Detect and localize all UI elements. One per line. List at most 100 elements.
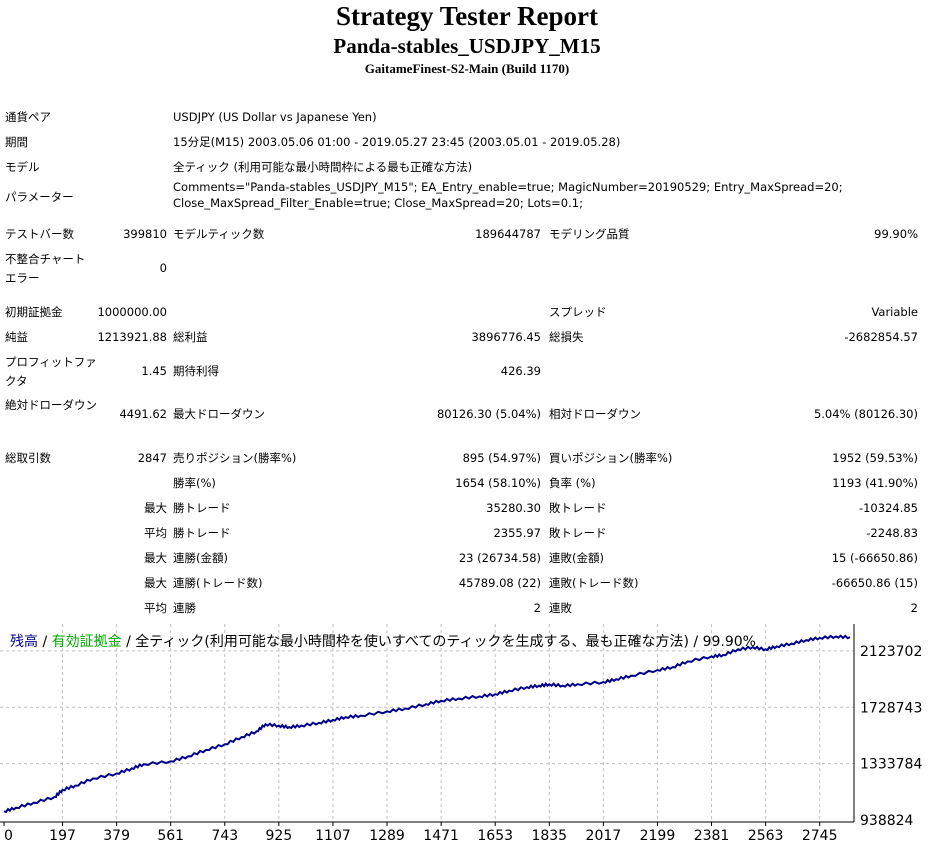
quality-value: 99.90% — [874, 227, 918, 241]
consec-win-money-label: 連勝(金額) — [173, 551, 228, 565]
x-tick-label: 925 — [266, 828, 293, 844]
consec-loss-count-label: 連敗(トレード数) — [549, 576, 639, 590]
legend-separator-1: / — [38, 634, 52, 650]
x-tick-label: 2381 — [694, 828, 730, 844]
short-positions-label: 売りポジション(勝率%) — [173, 451, 297, 465]
avg-consec-loss-value: 2 — [910, 601, 918, 615]
chart-background — [0, 624, 934, 845]
deposit-label: 初期証拠金 — [5, 305, 63, 319]
rel-drawdown-label: 相対ドローダウン — [549, 407, 641, 421]
net-value: 1213921.88 — [97, 330, 167, 344]
largest-win-value: 35280.30 — [486, 501, 541, 515]
y-tick-label: 1728743 — [860, 700, 922, 716]
x-tick-label: 1471 — [423, 828, 459, 844]
avg-loss-value: -2248.83 — [866, 526, 918, 540]
avg-loss-label: 敗トレード — [549, 526, 607, 540]
balance-chart: 0 197 379 561 743 925 1107 1289 1471 1653 1835 2017… — [0, 624, 934, 845]
bars-value: 399810 — [123, 227, 167, 241]
x-tick-label: 1653 — [477, 828, 513, 844]
x-tick-label: 2199 — [640, 828, 676, 844]
model-label: モデル — [5, 160, 40, 174]
rel-drawdown-value: 5.04% (80126.30) — [813, 407, 918, 421]
consec-loss-money-value: 15 (-66650.86) — [831, 551, 918, 565]
max-consec-money-row-label: 最大 — [144, 551, 167, 565]
y-tick-label: 938824 — [860, 813, 914, 829]
deposit-value: 1000000.00 — [97, 305, 167, 319]
gross-profit-label: 総利益 — [173, 330, 208, 344]
avg-consec-win-label: 連勝 — [173, 601, 196, 615]
balance-series-line — [3, 634, 851, 814]
avg-consec-row-label: 平均 — [144, 601, 167, 615]
ticks-label: モデルティック数 — [173, 227, 265, 241]
bars-label: テストバー数 — [5, 227, 74, 241]
abs-drawdown-label: 絶対ドローダウン — [5, 398, 97, 412]
spread-value: Variable — [871, 305, 918, 319]
report-title: Strategy Tester Report — [336, 1, 598, 31]
pair-label: 通貨ペア — [5, 110, 51, 124]
x-tick-label: 743 — [211, 828, 238, 844]
abs-drawdown-value: 4491.62 — [119, 407, 167, 421]
avg-win-label: 勝トレード — [173, 526, 231, 540]
largest-loss-value: -10324.85 — [858, 501, 918, 515]
long-positions-label: 買いポジション(勝率%) — [549, 451, 673, 465]
consec-win-count-value: 45789.08 (22) — [458, 576, 541, 590]
gross-loss-label: 総損失 — [549, 330, 584, 344]
y-tick-label: 1333784 — [860, 757, 922, 773]
period-label: 期間 — [5, 135, 28, 149]
expected-payoff-label: 期待利得 — [173, 364, 219, 378]
period-value: 15分足(M15) 2003.05.06 01:00 - 2019.05.27 … — [173, 135, 621, 149]
legend-balance: 残高 — [10, 633, 38, 650]
consec-win-money-value: 23 (26734.58) — [458, 551, 541, 565]
x-tick-label: 2563 — [748, 828, 784, 844]
x-tick-label: 1835 — [531, 828, 567, 844]
chart-grid — [0, 624, 854, 822]
expected-payoff-value: 426.39 — [500, 364, 541, 378]
profit-factor-label: プロフィットファクタ — [5, 355, 97, 388]
x-tick-label: 2017 — [586, 828, 622, 844]
net-label: 純益 — [5, 330, 28, 344]
x-tick-label: 1289 — [369, 828, 405, 844]
average-row-label: 平均 — [144, 526, 167, 540]
largest-win-label: 勝トレード — [173, 501, 231, 515]
gross-loss-value: -2682854.57 — [844, 330, 918, 344]
pair-value: USDJPY (US Dollar vs Japanese Yen) — [173, 110, 377, 124]
chart-legend: 残高 / 有効証拠金 / 全ティック(利用可能な最小時間枠を使いすべてのティック… — [10, 633, 756, 650]
params-label: パラメーター — [5, 190, 74, 204]
avg-consec-loss-label: 連敗 — [549, 601, 572, 615]
consec-loss-money-label: 連敗(金額) — [549, 551, 604, 565]
mismatch-label: 不整合チャート エラー — [5, 252, 86, 285]
x-tick-label: 1107 — [315, 828, 351, 844]
mismatch-value: 0 — [159, 261, 167, 275]
consec-loss-count-value: -66650.86 (15) — [831, 576, 918, 590]
loss-pct-value: 1193 (41.90%) — [832, 476, 918, 490]
long-positions-value: 1952 (59.53%) — [832, 451, 918, 465]
win-pct-label: 勝率(%) — [173, 476, 216, 490]
model-value: 全ティック (利用可能な最小時間枠による最も正確な方法) — [173, 160, 473, 174]
ticks-value: 189644787 — [475, 227, 541, 241]
total-trades-value: 2847 — [137, 451, 167, 465]
loss-pct-label: 負率 (%) — [549, 476, 596, 490]
max-drawdown-label: 最大ドローダウン — [173, 407, 265, 421]
largest-row-label: 最大 — [144, 501, 167, 515]
legend-separator-2: / — [122, 634, 136, 650]
x-tick-label: 2745 — [802, 828, 838, 844]
consec-win-count-label: 連勝(トレード数) — [173, 576, 263, 590]
y-tick-labels: 938824 1333784 1728743 2123702 — [860, 644, 922, 829]
legend-model-description: 全ティック(利用可能な最小時間枠を使いすべてのティックを生成する、最も正確な方法… — [135, 633, 756, 650]
spread-label: スプレッド — [549, 305, 607, 319]
x-tick-label: 379 — [103, 828, 130, 844]
win-pct-value: 1654 (58.10%) — [455, 476, 541, 490]
params-line2: Close_MaxSpread_Filter_Enable=true; Clos… — [173, 196, 583, 210]
server-build: GaitameFinest-S2-Main (Build 1170) — [364, 61, 570, 76]
x-tick-labels: 0 197 379 561 743 925 1107 1289 1471 1653 1835 2017… — [3, 822, 838, 844]
x-tick-label: 561 — [157, 828, 184, 844]
total-trades-label: 総取引数 — [5, 451, 51, 465]
quality-label: モデリング品質 — [549, 227, 630, 241]
max-consec-count-row-label: 最大 — [144, 576, 167, 590]
y-tick-label: 2123702 — [860, 644, 922, 660]
max-drawdown-value: 80126.30 (5.04%) — [436, 407, 541, 421]
largest-loss-label: 敗トレード — [549, 501, 607, 515]
avg-consec-win-value: 2 — [533, 601, 541, 615]
avg-win-value: 2355.97 — [493, 526, 541, 540]
x-tick-label: 0 — [4, 828, 13, 844]
